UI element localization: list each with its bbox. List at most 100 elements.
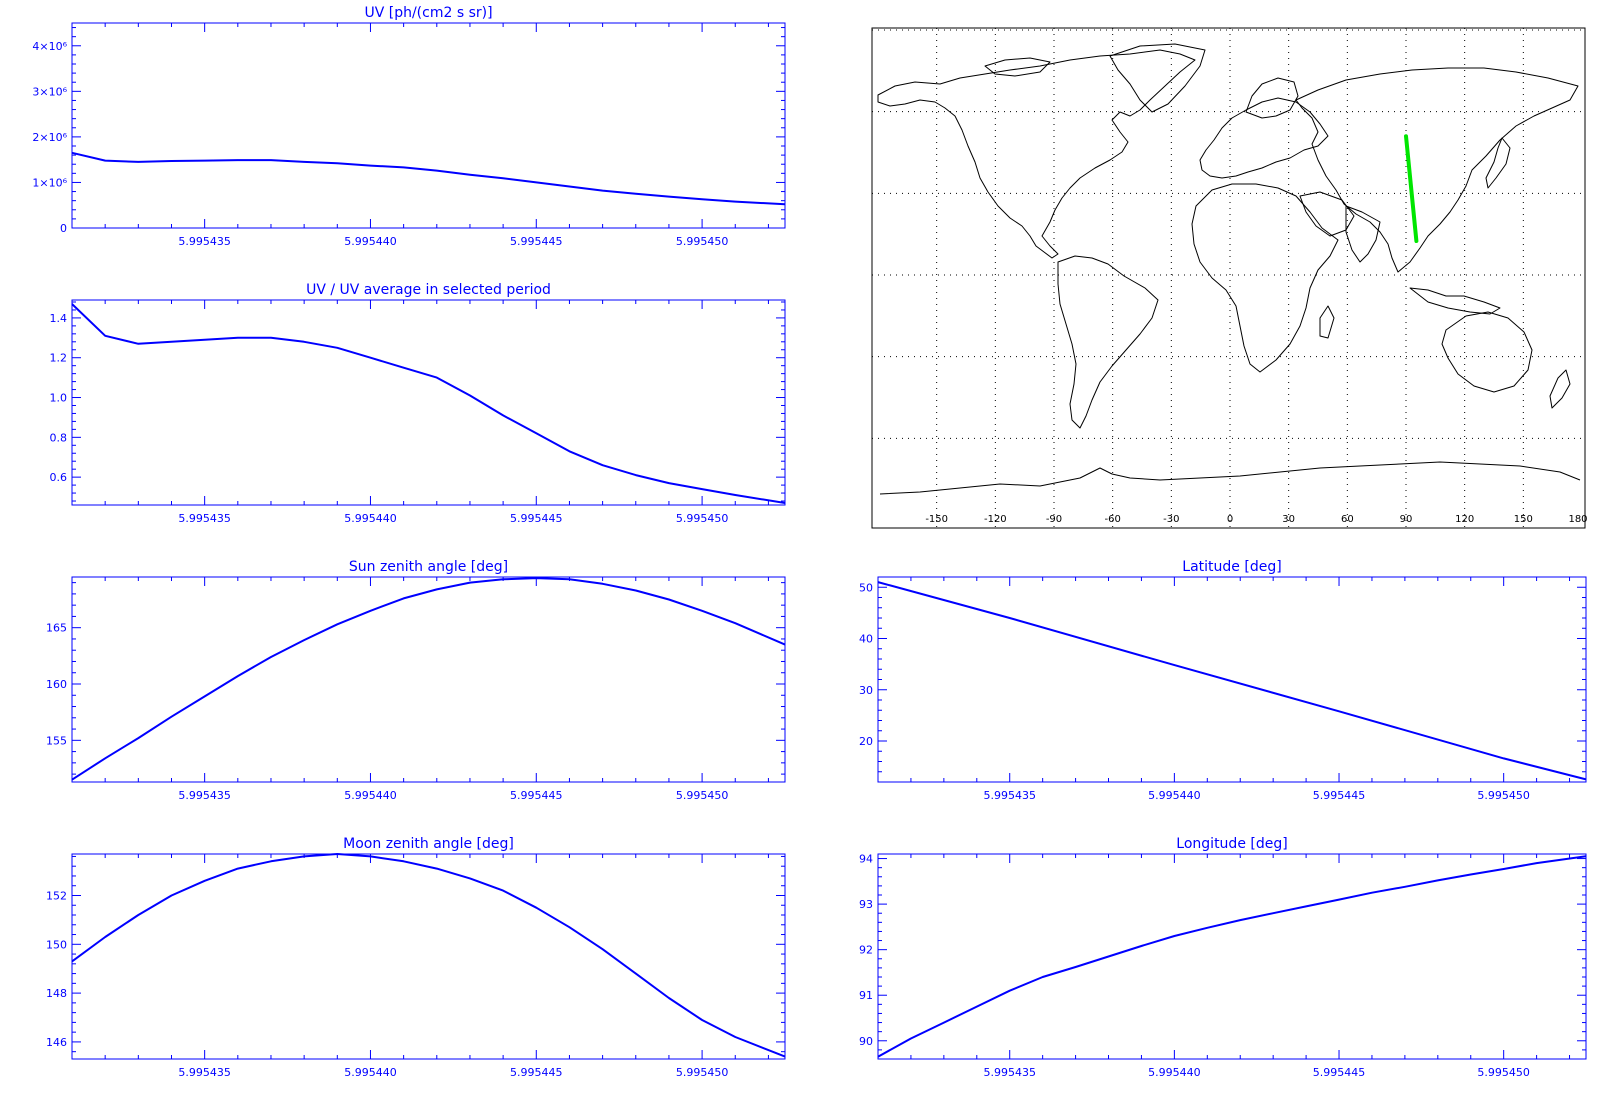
- plot-frame: [71, 576, 786, 783]
- map-longitude-label: -30: [1163, 514, 1179, 525]
- x-tick-label: 5.995435: [178, 1066, 231, 1079]
- x-tick-label: 5.995435: [983, 789, 1036, 802]
- x-tick-label: 5.995440: [344, 789, 397, 802]
- coastline-new-zealand: [1549, 369, 1571, 409]
- y-tick-label: 148: [46, 987, 67, 1000]
- y-tick-label: 150: [46, 938, 67, 951]
- y-tick-label: 92: [859, 944, 873, 957]
- x-tick-label: 5.995445: [1313, 1066, 1366, 1079]
- y-tick-label: 30: [859, 684, 873, 697]
- map-longitude-label: -150: [925, 514, 948, 525]
- map-frame: [871, 27, 1586, 529]
- y-tick-label: 152: [46, 889, 67, 902]
- satellite-ground-track: [1404, 134, 1419, 243]
- chart-title: Sun zenith angle [deg]: [349, 559, 508, 575]
- y-tick-label: 165: [46, 622, 67, 635]
- x-tick-label: 5.995440: [344, 235, 397, 248]
- coastline-indonesia: [1409, 287, 1501, 315]
- plot-frame: [877, 853, 1587, 1060]
- x-tick-label: 5.995435: [178, 789, 231, 802]
- map-longitude-label: -90: [1046, 514, 1062, 525]
- y-tick-label: 160: [46, 678, 67, 691]
- chart-title: UV [ph/(cm2 s sr)]: [364, 5, 492, 21]
- coastline-north-america: [877, 49, 1196, 259]
- coastline-india: [1345, 205, 1381, 263]
- minor-ticks: [71, 23, 785, 229]
- x-tick-label: 5.995440: [344, 512, 397, 525]
- minor-ticks: [71, 854, 785, 1059]
- y-tick-label: 1.0: [50, 392, 68, 405]
- minor-ticks: [71, 300, 785, 505]
- coastline-arctic-islands: [984, 57, 1051, 77]
- map-longitude-label: 90: [1400, 514, 1413, 525]
- minor-ticks: [877, 576, 1586, 783]
- coastline-asia: [1295, 67, 1579, 273]
- y-tick-label: 50: [859, 581, 873, 594]
- chart-title: Latitude [deg]: [1182, 559, 1281, 575]
- chart-title: UV / UV average in selected period: [306, 282, 551, 298]
- plot-frame: [71, 853, 786, 1060]
- map-longitude-label: -60: [1104, 514, 1120, 525]
- coastline-antarctica: [879, 461, 1581, 495]
- x-tick-label: 5.995450: [676, 1066, 729, 1079]
- y-tick-label: 0.8: [50, 431, 68, 444]
- plot-frame: [71, 299, 786, 506]
- map-gridlines: [872, 28, 1585, 528]
- x-tick-label: 5.995450: [676, 789, 729, 802]
- x-tick-label: 5.995440: [344, 1066, 397, 1079]
- y-tick-label: 90: [859, 1035, 873, 1048]
- y-tick-label: 91: [859, 989, 873, 1002]
- chart-uv-ratio: UV / UV average in selected period 5.9954…: [50, 282, 786, 525]
- x-tick-label: 5.995445: [1313, 789, 1366, 802]
- y-tick-label: 0: [60, 222, 67, 235]
- series-line: [877, 581, 1587, 781]
- map-longitude-labels: -150 -120 -90 -60 -30 0 30 60 90 120 150 180: [925, 514, 1587, 525]
- map-longitude-label: 150: [1514, 514, 1533, 525]
- coastline-africa: [1191, 183, 1339, 373]
- x-tick-label: 5.995440: [1148, 789, 1201, 802]
- coastlines: [877, 43, 1581, 495]
- y-tick-label: 1.4: [50, 312, 68, 325]
- x-tick-label: 5.995450: [676, 512, 729, 525]
- world-map-panel: -150 -120 -90 -60 -30 0 30 60 90 120 150 180: [871, 27, 1588, 529]
- x-tick-label: 5.995445: [510, 789, 563, 802]
- map-longitude-label: -120: [984, 514, 1007, 525]
- x-tick-label: 5.995435: [178, 512, 231, 525]
- y-tick-label: 3×10⁶: [32, 85, 67, 98]
- x-tick-label: 5.995435: [178, 235, 231, 248]
- series-line: [71, 577, 786, 781]
- y-tick-label: 93: [859, 898, 873, 911]
- y-tick-label: 1×10⁶: [32, 176, 67, 189]
- chart-moon-zenith: Moon zenith angle [deg] 5.995435 5.995440 5…: [46, 836, 786, 1079]
- minor-ticks: [877, 854, 1586, 1060]
- coastline-australia: [1441, 311, 1533, 393]
- y-tick-label: 94: [859, 853, 873, 866]
- y-tick-label: 146: [46, 1036, 67, 1049]
- map-longitude-label: 120: [1455, 514, 1474, 525]
- series-line: [71, 853, 786, 1058]
- x-tick-label: 5.995450: [1477, 1066, 1530, 1079]
- chart-sun-zenith: Sun zenith angle [deg] 5.995435 5.995440 5.…: [46, 559, 786, 802]
- y-tick-label: 155: [46, 734, 67, 747]
- chart-latitude: Latitude [deg] 5.995435 5.995440 5.995445 5.…: [859, 559, 1587, 802]
- minor-ticks: [71, 577, 785, 782]
- chart-title: Longitude [deg]: [1176, 836, 1287, 852]
- y-tick-label: 40: [859, 633, 873, 646]
- y-tick-label: 2×10⁶: [32, 131, 67, 144]
- series-line: [71, 151, 786, 206]
- coastline-greenland: [1109, 43, 1206, 113]
- chart-uv: UV [ph/(cm2 s sr)] 5.995435 5.995440 5.9954…: [32, 5, 786, 248]
- x-tick-label: 5.995450: [676, 235, 729, 248]
- y-tick-label: 1.2: [50, 352, 68, 365]
- y-tick-label: 20: [859, 735, 873, 748]
- plot-frame: [71, 22, 786, 229]
- map-longitude-label: 0: [1227, 514, 1233, 525]
- coastline-south-america: [1057, 255, 1159, 429]
- coastline-europe: [1199, 97, 1329, 179]
- map-longitude-label: 180: [1568, 514, 1587, 525]
- y-tick-label: 0.6: [50, 471, 68, 484]
- chart-title: Moon zenith angle [deg]: [343, 836, 514, 852]
- x-tick-label: 5.995445: [510, 512, 563, 525]
- map-longitude-label: 60: [1341, 514, 1354, 525]
